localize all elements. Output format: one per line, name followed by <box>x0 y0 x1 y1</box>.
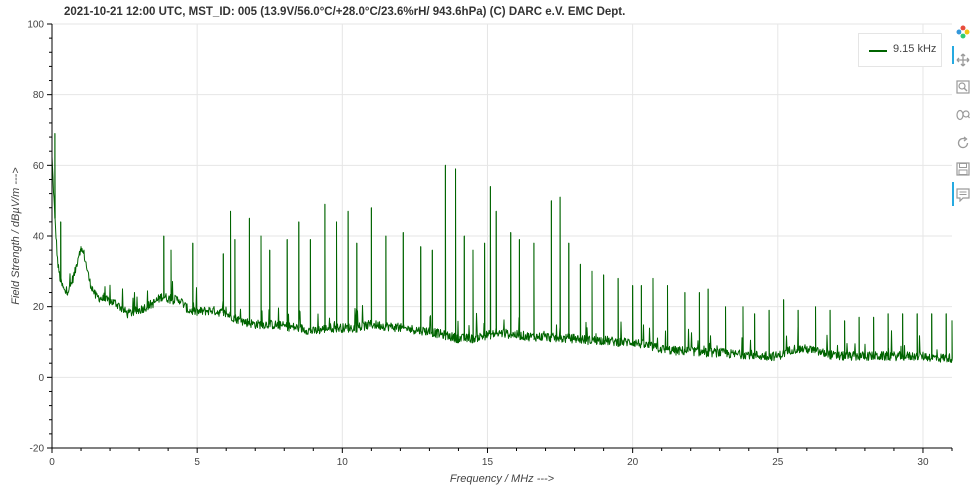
x-ticks: 0 5 10 15 20 25 30 <box>49 448 953 468</box>
x-axis-label: Frequency / MHz ---> <box>450 473 555 485</box>
y-tick-label: 20 <box>33 302 45 313</box>
box-zoom-icon[interactable] <box>956 80 970 94</box>
x-tick-label: 5 <box>194 457 200 468</box>
series-layer <box>51 133 953 363</box>
x-tick-label: 15 <box>482 457 494 468</box>
x-tick-label: 25 <box>772 457 784 468</box>
y-tick-label: 60 <box>33 161 45 172</box>
wheel-zoom-icon[interactable] <box>956 108 970 122</box>
chart-title: 2021-10-21 12:00 UTC, MST_ID: 005 (13.9V… <box>64 6 626 18</box>
x-tick-label: 10 <box>337 457 349 468</box>
y-tick-label: 100 <box>27 20 44 31</box>
x-tick-label: 30 <box>917 457 929 468</box>
y-ticks: -20 0 20 40 60 80 100 <box>27 20 52 455</box>
toolbar <box>952 22 970 212</box>
x-tick-label: 0 <box>49 457 55 468</box>
y-tick-label: 80 <box>33 90 45 101</box>
pan-icon[interactable] <box>956 53 970 67</box>
legend: 9.15 kHz <box>858 33 942 67</box>
reset-icon[interactable] <box>956 136 970 150</box>
y-tick-label: 0 <box>38 373 44 384</box>
y-tick-label: 40 <box>33 232 45 243</box>
hover-icon[interactable] <box>956 188 970 203</box>
save-icon[interactable] <box>956 162 970 176</box>
pan-tool-active-indicator <box>952 46 954 64</box>
y-axis-label: Field Strength / dBµV/m ---> <box>10 167 22 305</box>
hover-tool-active-indicator <box>952 182 954 206</box>
series-line-9-15-khz <box>51 133 953 363</box>
legend-swatch <box>869 50 887 52</box>
x-tick-label: 20 <box>627 457 639 468</box>
bokeh-logo-icon[interactable] <box>956 25 970 39</box>
y-tick-label: -20 <box>30 444 45 455</box>
legend-label: 9.15 kHz <box>893 43 937 55</box>
